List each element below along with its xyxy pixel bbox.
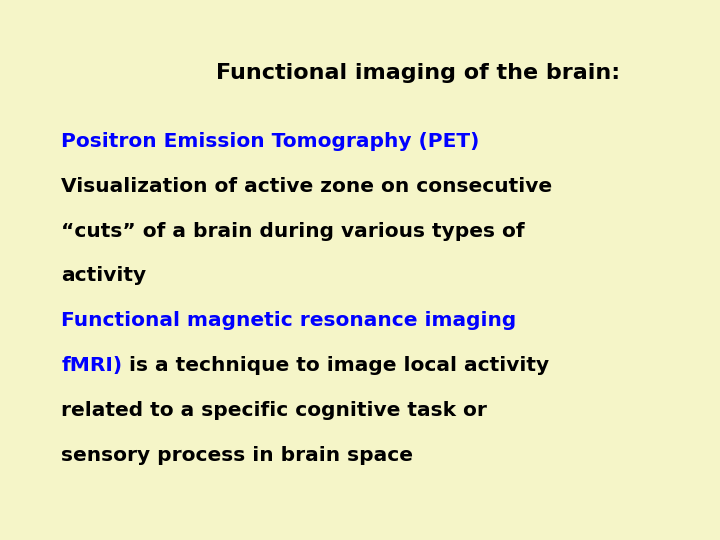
Text: activity: activity <box>61 266 146 286</box>
Text: is a technique to image local activity: is a technique to image local activity <box>122 356 549 375</box>
Text: Visualization of active zone on consecutive: Visualization of active zone on consecut… <box>61 177 552 196</box>
Text: Functional magnetic resonance imaging: Functional magnetic resonance imaging <box>61 311 516 330</box>
Text: sensory process in brain space: sensory process in brain space <box>61 446 413 465</box>
Text: “cuts” of a brain during various types of: “cuts” of a brain during various types o… <box>61 221 525 241</box>
Text: fMRI): fMRI) <box>61 356 122 375</box>
Text: Functional imaging of the brain:: Functional imaging of the brain: <box>215 63 620 83</box>
Text: Positron Emission Tomography (PET): Positron Emission Tomography (PET) <box>61 132 480 151</box>
Text: related to a specific cognitive task or: related to a specific cognitive task or <box>61 401 487 420</box>
